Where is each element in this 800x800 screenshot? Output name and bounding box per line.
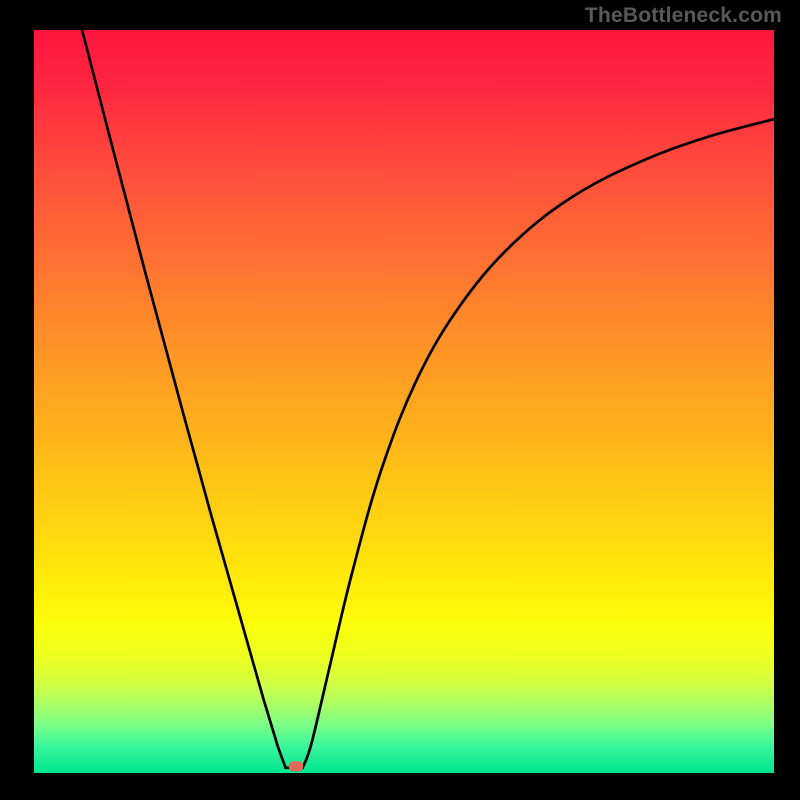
chart-background [34, 30, 774, 773]
chart-svg [34, 30, 774, 773]
watermark-text: TheBottleneck.com [585, 4, 782, 28]
chart-plot-area [34, 30, 774, 773]
bottleneck-marker [289, 761, 304, 771]
